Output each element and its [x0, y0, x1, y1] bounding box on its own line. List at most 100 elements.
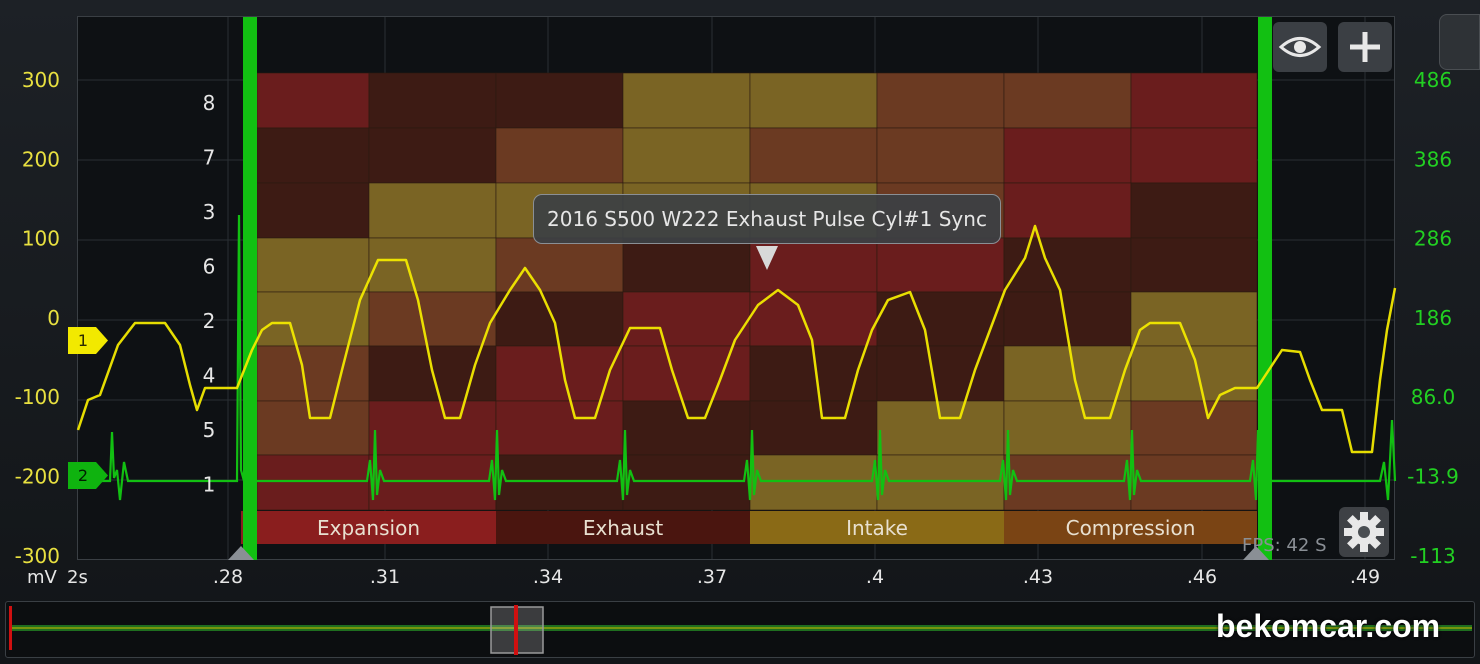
- heatmap-cell: [1003, 237, 1132, 293]
- cursor-handle-right: [1243, 546, 1269, 560]
- trace-title-tooltip: 2016 S500 W222 Exhaust Pulse Cyl#1 Sync: [533, 194, 1001, 244]
- heatmap-cell: [876, 291, 1005, 347]
- heatmap-cell: [368, 237, 497, 293]
- heatmap-cell: [495, 291, 624, 347]
- overview-trace: [9, 605, 1472, 655]
- heatmap-cell: [749, 454, 878, 511]
- heatmap-cell: [1003, 182, 1132, 239]
- channel-1-trace: [76, 224, 1397, 454]
- heatmap-cell: [495, 72, 624, 129]
- x-axis-tick: .4: [866, 566, 884, 588]
- heatmap-cell: [749, 291, 878, 347]
- cylinder-label: 1: [203, 473, 216, 497]
- right-axis-tick: 186: [1414, 306, 1452, 330]
- stroke-segment: [241, 511, 496, 544]
- heatmap-cell: [876, 400, 1005, 456]
- heatmap-cell: [495, 127, 624, 184]
- heatmap-cell: [256, 72, 370, 129]
- heatmap-cell: [1130, 72, 1258, 129]
- add-button[interactable]: [1338, 22, 1392, 72]
- heatmap-cell: [749, 400, 878, 456]
- stroke-label: Intake: [846, 516, 908, 540]
- stroke-segment: [496, 511, 750, 544]
- left-axis-ticks: 300 200 100 0 -100 -200 -300: [15, 68, 60, 568]
- cylinder-label: 2: [203, 309, 216, 333]
- heatmap-cell: [1130, 400, 1258, 456]
- unit-label: mV: [27, 567, 58, 588]
- timeline-scrollbar[interactable]: [5, 601, 1475, 658]
- cursor-handle-left: [228, 546, 254, 560]
- right-axis-tick: 386: [1414, 147, 1452, 171]
- side-drawer-handle[interactable]: [1439, 14, 1480, 70]
- heatmap-cell: [1130, 454, 1258, 511]
- x-axis-tick: .28: [213, 566, 243, 588]
- heatmap-cell: [495, 400, 624, 456]
- right-axis-tick: -113: [1410, 544, 1455, 568]
- watermark: bekomcar.com: [1216, 608, 1441, 644]
- heatmap-cell: [876, 127, 1005, 184]
- heatmap-cell: [256, 182, 370, 239]
- heatmap-cell: [256, 345, 370, 402]
- heatmap-cell: [368, 400, 497, 456]
- x-axis-tick: .31: [370, 566, 400, 588]
- heatmap-cell: [256, 237, 370, 293]
- settings-button[interactable]: [1339, 507, 1389, 557]
- cylinder-label: 3: [203, 200, 216, 224]
- right-axis-tick: 86.0: [1411, 385, 1456, 409]
- heatmap-cell: [256, 127, 370, 184]
- heatmap-cell: [368, 127, 497, 184]
- right-axis-tick: -13.9: [1407, 465, 1459, 489]
- right-axis-tick: 286: [1414, 227, 1452, 251]
- heatmap-cell: [622, 72, 751, 129]
- stroke-bar: Expansion Exhaust Intake Compression: [241, 511, 1257, 544]
- heatmap-cell: [1003, 72, 1132, 129]
- stroke-segment: [1004, 511, 1257, 544]
- x-axis-tick: .43: [1023, 566, 1053, 588]
- stroke-label: Compression: [1066, 516, 1196, 540]
- heatmap-cell: [368, 291, 497, 347]
- left-axis-tick: 0: [47, 306, 60, 330]
- heatmap-cell: [368, 454, 497, 511]
- heatmap-cell: [1130, 182, 1258, 239]
- heatmap-cell: [622, 291, 751, 347]
- heatmap-cell: [622, 237, 751, 293]
- waveforms: [76, 17, 1397, 560]
- cylinder-label: 7: [203, 146, 216, 170]
- right-axis-ticks: 486 386 286 186 86.0 -13.9 -113: [1407, 68, 1459, 568]
- cylinder-order-labels: 8 7 3 6 2 4 5 1: [203, 91, 216, 497]
- heatmap-cell: [368, 182, 497, 239]
- cylinder-label: 6: [203, 255, 216, 279]
- heatmap-cell: [1003, 127, 1132, 184]
- x-axis-tick: .46: [1187, 566, 1217, 588]
- cylinder-heatmap: [256, 72, 1258, 511]
- x-axis-tick: .49: [1350, 566, 1380, 588]
- heatmap-cell: [256, 454, 370, 511]
- heatmap-cell: [876, 345, 1005, 402]
- left-axis-tick: 100: [22, 227, 60, 251]
- heatmap-cell: [749, 72, 878, 129]
- left-axis-tick: -100: [15, 385, 60, 409]
- tooltip-pointer: [756, 246, 778, 270]
- stroke-label: Expansion: [317, 516, 420, 540]
- playhead: [514, 605, 518, 655]
- sync-cursor-left: [243, 17, 257, 560]
- left-axis-tick: 200: [22, 147, 60, 171]
- left-axis-tick: 300: [22, 68, 60, 92]
- view-button[interactable]: [1273, 22, 1327, 72]
- heatmap-cell: [495, 237, 624, 293]
- heatmap-cell: [622, 400, 751, 456]
- stroke-segment: [750, 511, 1004, 544]
- stroke-label: Exhaust: [583, 516, 664, 540]
- heatmap-cell: [1130, 291, 1258, 347]
- fps-readout: FPS: 42 S: [1242, 535, 1327, 556]
- heatmap-cell: [368, 72, 497, 129]
- cylinder-label: 5: [203, 418, 216, 442]
- heatmap-cell: [876, 454, 1005, 511]
- heatmap-cell: [876, 237, 1005, 293]
- cylinder-label: 4: [203, 364, 216, 388]
- x-axis-ticks: mV 2s .28 .31 .34 .37 .4 .43 .46 .49: [27, 566, 1380, 588]
- heatmap-cell: [495, 454, 624, 511]
- gear-icon: [1344, 512, 1384, 552]
